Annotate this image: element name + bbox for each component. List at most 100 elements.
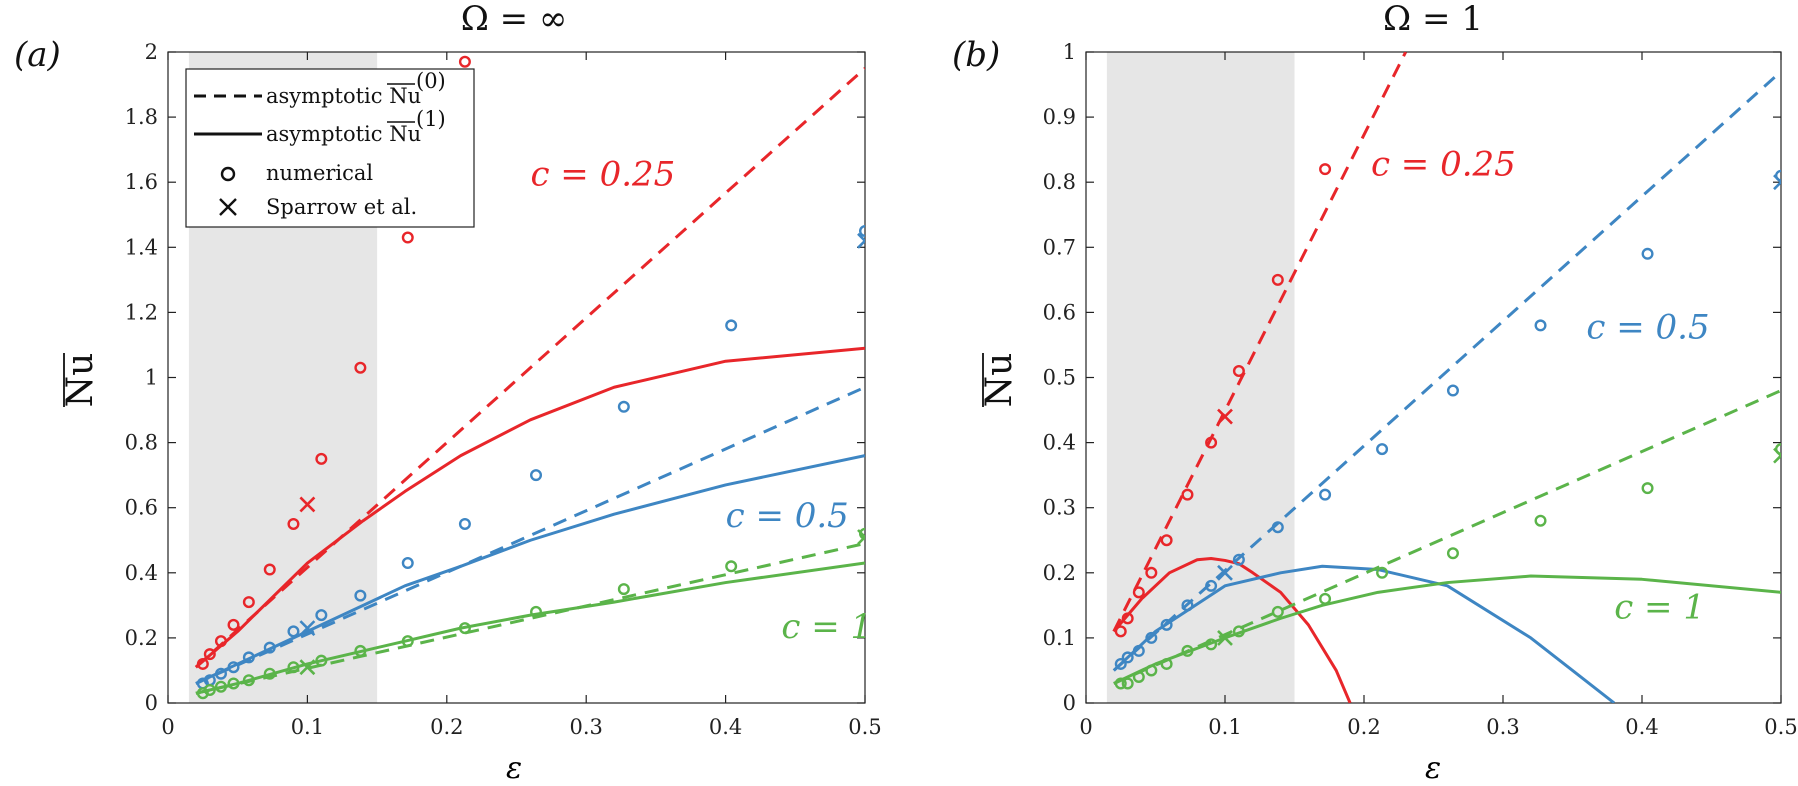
y-tick-label: 0.2 bbox=[125, 626, 158, 650]
numerical-point bbox=[1271, 273, 1284, 286]
numerical-point bbox=[1114, 625, 1127, 638]
numerical-point bbox=[214, 667, 227, 680]
sparrow-point bbox=[857, 232, 865, 249]
x-tick-label: 0.3 bbox=[569, 715, 602, 739]
sparrow-point bbox=[299, 620, 316, 637]
numerical-point bbox=[401, 635, 414, 648]
legend-label-sparrow: Sparrow et al. bbox=[266, 195, 417, 219]
y-tick-label: 1 bbox=[145, 366, 158, 390]
legend-label-numerical: numerical bbox=[266, 161, 373, 185]
numerical-point bbox=[196, 657, 209, 670]
series-c-label: c = 0.25 bbox=[1371, 145, 1516, 185]
numerical-point bbox=[214, 635, 227, 648]
legend-circle-marker bbox=[220, 166, 236, 182]
series-dashed-line bbox=[1113, 389, 1781, 685]
numerical-point bbox=[1205, 638, 1218, 651]
series-c-label: c = 0.25 bbox=[530, 154, 675, 194]
legend: asymptotic Nu (0) asymptotic Nu (1) nume… bbox=[185, 68, 475, 228]
series-dashed-line bbox=[194, 67, 865, 669]
x-tick-label: 0.5 bbox=[848, 715, 881, 739]
series-dashed-line bbox=[1112, 52, 1408, 633]
numerical-point bbox=[354, 589, 367, 602]
numerical-point bbox=[458, 517, 471, 530]
series-solid-line bbox=[194, 346, 865, 669]
numerical-point bbox=[530, 469, 543, 482]
legend-label-dashed: asymptotic Nu bbox=[266, 84, 421, 108]
panel-a-label: (a) bbox=[14, 35, 61, 75]
x-tick-label: 0 bbox=[161, 715, 174, 739]
numerical-point bbox=[315, 452, 328, 465]
y-tick-label: 0.1 bbox=[1043, 626, 1076, 650]
numerical-point bbox=[1181, 599, 1194, 612]
numerical-point bbox=[725, 560, 738, 573]
sparrow-point bbox=[1773, 447, 1781, 464]
x-tick-label: 0.2 bbox=[1347, 715, 1380, 739]
numerical-point bbox=[1205, 436, 1218, 449]
series-solid-line bbox=[195, 561, 865, 695]
numerical-point bbox=[401, 557, 414, 570]
panel-b-plot-area: 0 0.1 0.2 0.3 0.4 0.5 0 0.1 0.2 0.3 0.4 0.5 0.6 0.7 0.… bbox=[1043, 40, 1798, 739]
numerical-point bbox=[1145, 631, 1158, 644]
sparrow-point bbox=[1773, 174, 1781, 191]
y-tick-label: 0 bbox=[145, 691, 158, 715]
y-tick-label: 1.4 bbox=[125, 235, 158, 259]
y-tick-label: 1 bbox=[1063, 40, 1076, 64]
panel-a-title: Ω = ∞ bbox=[461, 0, 568, 39]
sparrow-point bbox=[1217, 408, 1233, 425]
y-tick-label: 0.6 bbox=[1043, 300, 1076, 324]
numerical-point bbox=[458, 622, 471, 635]
numerical-point bbox=[1232, 553, 1245, 566]
y-tick-label: 1.6 bbox=[125, 170, 158, 194]
numerical-point bbox=[227, 618, 240, 631]
numerical-point bbox=[242, 674, 255, 687]
y-tick-label: 2 bbox=[145, 40, 158, 64]
numerical-point bbox=[530, 605, 543, 618]
y-tick-label: 0.4 bbox=[1043, 431, 1076, 455]
numerical-point bbox=[1132, 670, 1145, 683]
numerical-point bbox=[458, 55, 471, 68]
y-tick-label: 0.6 bbox=[125, 496, 158, 520]
series-c-label: c = 1 bbox=[781, 607, 872, 647]
x-tick-label: 0.3 bbox=[1486, 715, 1519, 739]
numerical-point bbox=[1271, 605, 1284, 618]
numerical-point bbox=[315, 609, 328, 622]
series-solid-line bbox=[1113, 574, 1781, 685]
numerical-point bbox=[401, 231, 414, 244]
numerical-point bbox=[1376, 566, 1389, 579]
series-dashed-line bbox=[1112, 70, 1781, 672]
y-tick-label: 1.2 bbox=[125, 300, 158, 324]
numerical-point bbox=[1446, 384, 1459, 397]
numerical-point bbox=[1114, 677, 1127, 690]
numerical-point bbox=[242, 596, 255, 609]
numerical-point bbox=[287, 625, 300, 638]
y-tick-label: 0.9 bbox=[1043, 105, 1076, 129]
numerical-point bbox=[1641, 482, 1654, 495]
series-c-label: c = 0.5 bbox=[1586, 307, 1709, 347]
numerical-point bbox=[227, 677, 240, 690]
numerical-point bbox=[1160, 618, 1173, 631]
y-tick-label: 0.3 bbox=[1043, 496, 1076, 520]
panel-b-title: Ω = 1 bbox=[1383, 0, 1483, 39]
numerical-point bbox=[287, 517, 300, 530]
legend-sup-solid: (1) bbox=[416, 107, 446, 131]
numerical-point bbox=[1132, 586, 1145, 599]
numerical-point bbox=[1534, 514, 1547, 527]
numerical-point bbox=[1232, 364, 1245, 377]
numerical-point bbox=[315, 654, 328, 667]
panel-b-ylabel: Nu bbox=[979, 353, 1020, 408]
numerical-point bbox=[1319, 163, 1332, 176]
panel-a: (a) Ω = ∞ Nu ε 0 0.1 0.2 0.3 0.4 0.5 0 0.2 0.4 0.… bbox=[14, 0, 882, 786]
sparrow-point bbox=[1217, 564, 1233, 581]
numerical-point bbox=[214, 680, 227, 693]
legend-cross-marker bbox=[219, 198, 237, 216]
numerical-point bbox=[1319, 592, 1332, 605]
y-tick-label: 0.5 bbox=[1043, 366, 1076, 390]
series-dashed-line bbox=[195, 385, 865, 685]
numerical-point bbox=[354, 361, 367, 374]
numerical-point bbox=[1376, 443, 1389, 456]
numerical-point bbox=[1145, 664, 1158, 677]
numerical-point bbox=[1114, 657, 1127, 670]
numerical-point bbox=[1205, 579, 1218, 592]
x-tick-label: 0.1 bbox=[1208, 715, 1241, 739]
